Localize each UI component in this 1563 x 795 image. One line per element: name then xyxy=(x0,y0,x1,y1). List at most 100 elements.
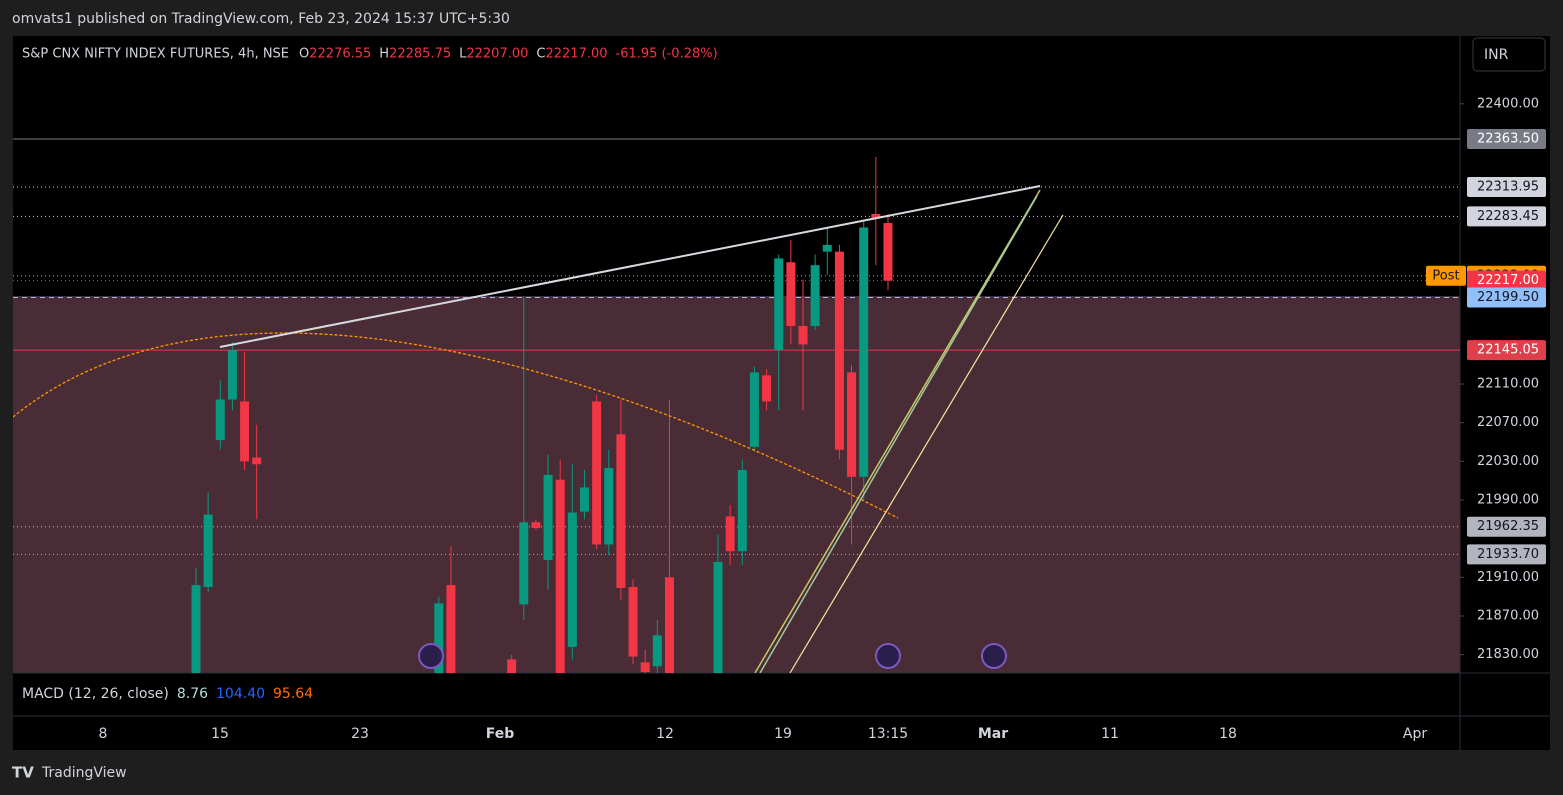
chart-title: S&P CNX NIFTY INDEX FUTURES, 4h, NSE xyxy=(22,47,289,62)
channel-line xyxy=(759,195,1038,673)
macd-label: MACD (12, 26, close) xyxy=(22,686,169,702)
candle-body xyxy=(628,586,638,657)
price-label-box xyxy=(1467,206,1546,227)
candle-body xyxy=(519,522,529,605)
price-label-box xyxy=(1467,287,1546,308)
candle-body xyxy=(240,401,250,462)
price-label: 21962.35 xyxy=(1477,519,1539,534)
x-tick-label: 15 xyxy=(211,726,229,742)
candle-body xyxy=(822,244,832,252)
ohlc-key: L xyxy=(459,47,467,62)
ohlc-value: 22276.55 xyxy=(309,47,371,62)
candle-body xyxy=(531,522,541,529)
x-tick-label: Mar xyxy=(978,726,1008,742)
candle-body xyxy=(652,635,662,667)
candle-body xyxy=(543,474,553,560)
candle-body xyxy=(191,585,201,673)
x-tick-label: Apr xyxy=(1403,726,1427,742)
brand-name: TradingView xyxy=(41,765,127,781)
x-tick-label: 23 xyxy=(351,726,369,742)
price-label-box xyxy=(1467,129,1546,150)
price-label-box xyxy=(1467,340,1546,361)
y-tick-label: 22400.00 xyxy=(1477,96,1539,111)
candle-body xyxy=(434,603,444,673)
candles xyxy=(191,156,893,673)
y-tick-label: 22030.00 xyxy=(1477,454,1539,469)
x-tick-label: 11 xyxy=(1101,726,1119,742)
candle-body xyxy=(883,223,893,281)
x-tick-label: 13:15 xyxy=(868,726,908,742)
price-tag: Post xyxy=(1432,268,1459,283)
candle-body xyxy=(640,662,650,673)
candle-body xyxy=(616,434,626,588)
candle-body xyxy=(227,350,237,400)
price-label: 22313.95 xyxy=(1477,179,1539,194)
channel-line xyxy=(754,189,1041,673)
zone-rect xyxy=(13,296,1460,673)
x-tick-label: 19 xyxy=(774,726,792,742)
ohlc-key: C xyxy=(536,47,545,62)
y-tick-label: 21830.00 xyxy=(1477,647,1539,662)
currency-label[interactable]: INR xyxy=(1484,47,1509,63)
event-icon[interactable] xyxy=(418,643,444,669)
x-tick-label: 18 xyxy=(1219,726,1237,742)
candle-body xyxy=(713,561,723,673)
candle-body xyxy=(592,401,602,545)
candle-body xyxy=(252,457,262,465)
candle-body xyxy=(871,213,881,218)
candle-body xyxy=(203,514,213,587)
price-lines xyxy=(13,138,1460,555)
candle-body xyxy=(604,468,614,545)
candle-body xyxy=(762,375,772,402)
x-tick-label: Feb xyxy=(486,726,515,742)
price-label: 22145.05 xyxy=(1477,343,1539,358)
price-label-box xyxy=(1467,270,1546,291)
price-label: 22217.00 xyxy=(1477,273,1539,288)
candle-body xyxy=(859,227,869,477)
brand-logo: TV xyxy=(12,764,34,782)
event-icon[interactable] xyxy=(981,643,1007,669)
price-tag-box xyxy=(1426,265,1466,286)
y-tick-label: 21870.00 xyxy=(1477,608,1539,623)
ohlc-value: 22285.75 xyxy=(389,47,451,62)
candle-body xyxy=(446,585,456,673)
price-label: 22363.50 xyxy=(1477,132,1539,147)
x-tick-label: 12 xyxy=(656,726,674,742)
candle-body xyxy=(579,487,589,512)
candle-body xyxy=(774,258,784,351)
candle-body xyxy=(725,516,735,552)
price-label-box xyxy=(1467,544,1546,565)
ohlc-key: O xyxy=(299,47,309,62)
price-label: 21933.70 xyxy=(1477,547,1539,562)
ohlc-value: 22207.00 xyxy=(466,47,528,62)
macd-value: 95.64 xyxy=(273,686,313,702)
price-label: 22199.50 xyxy=(1477,290,1539,305)
candle-body xyxy=(555,479,565,673)
arc-drawing xyxy=(13,332,899,519)
candle-body xyxy=(567,512,577,647)
price-label: 22283.45 xyxy=(1477,209,1539,224)
ohlc-value: 22217.00 xyxy=(545,47,607,62)
x-tick-label: 8 xyxy=(99,726,108,742)
price-label-box xyxy=(1467,516,1546,537)
y-tick-label: 22070.00 xyxy=(1477,415,1539,430)
macd-value: 8.76 xyxy=(177,686,208,702)
candle-body xyxy=(847,372,857,477)
candle-body xyxy=(749,372,759,447)
trend-line xyxy=(219,185,1041,348)
candle-body xyxy=(215,399,225,441)
price-label-box xyxy=(1467,176,1546,197)
event-icon[interactable] xyxy=(875,643,901,669)
candle-body xyxy=(810,265,820,327)
published-text: omvats1 published on TradingView.com, Fe… xyxy=(12,11,510,27)
candle-body xyxy=(834,251,844,450)
y-tick-label: 22110.00 xyxy=(1477,377,1539,392)
candle-body xyxy=(737,470,747,552)
y-tick-label: 21990.00 xyxy=(1477,493,1539,508)
ohlc-key: H xyxy=(379,47,389,62)
candle-body xyxy=(507,659,517,673)
currency-button[interactable] xyxy=(1472,37,1546,72)
drawings xyxy=(13,185,1064,673)
